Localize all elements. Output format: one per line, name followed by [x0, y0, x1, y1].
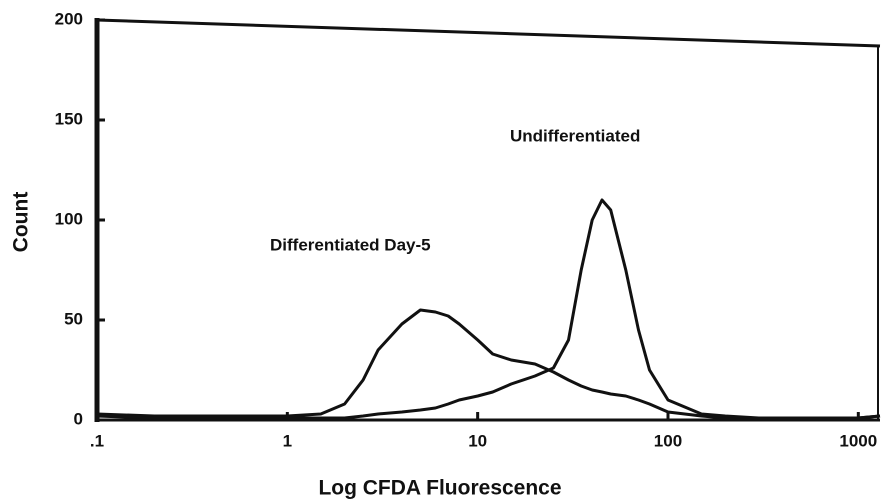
annotation: Undifferentiated: [510, 126, 640, 145]
y-tick-label: 0: [74, 409, 83, 428]
y-tick-label: 50: [64, 309, 83, 328]
x-tick-label: 100: [654, 431, 682, 450]
frame-line: [96, 18, 881, 48]
x-tick-label: 10: [468, 431, 487, 450]
y-axis-label: Count: [10, 192, 33, 253]
series-line: [96, 198, 881, 420]
x-tick-label: 1000: [839, 431, 877, 450]
x-axis-label: Log CFDA Fluorescence: [318, 477, 561, 500]
series-line: [96, 308, 881, 420]
y-tick-label: 150: [55, 109, 83, 128]
y-tick-label: 200: [55, 9, 83, 28]
x-tick-label: 1: [283, 431, 292, 450]
annotation: Differentiated Day-5: [270, 235, 431, 254]
x-tick-label: .1: [90, 431, 104, 450]
y-tick-label: 100: [55, 209, 83, 228]
